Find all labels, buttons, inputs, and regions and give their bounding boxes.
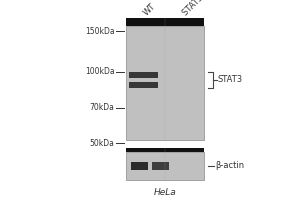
- Bar: [126, 18, 204, 26]
- Text: HeLa: HeLa: [154, 188, 176, 197]
- Bar: [129, 72, 158, 78]
- Text: 50kDa: 50kDa: [90, 138, 115, 148]
- Bar: [130, 162, 148, 170]
- Bar: [126, 148, 204, 152]
- Text: 150kDa: 150kDa: [85, 26, 115, 36]
- Bar: [126, 152, 204, 180]
- Bar: [152, 162, 169, 170]
- Bar: [129, 82, 158, 88]
- Text: STAT3: STAT3: [218, 75, 243, 84]
- Text: WT: WT: [142, 1, 158, 17]
- Text: β-actin: β-actin: [215, 162, 244, 170]
- Text: 100kDa: 100kDa: [85, 68, 115, 76]
- Text: STAT3 KO: STAT3 KO: [181, 0, 215, 17]
- Bar: [126, 26, 204, 140]
- Text: 70kDa: 70kDa: [90, 104, 115, 112]
